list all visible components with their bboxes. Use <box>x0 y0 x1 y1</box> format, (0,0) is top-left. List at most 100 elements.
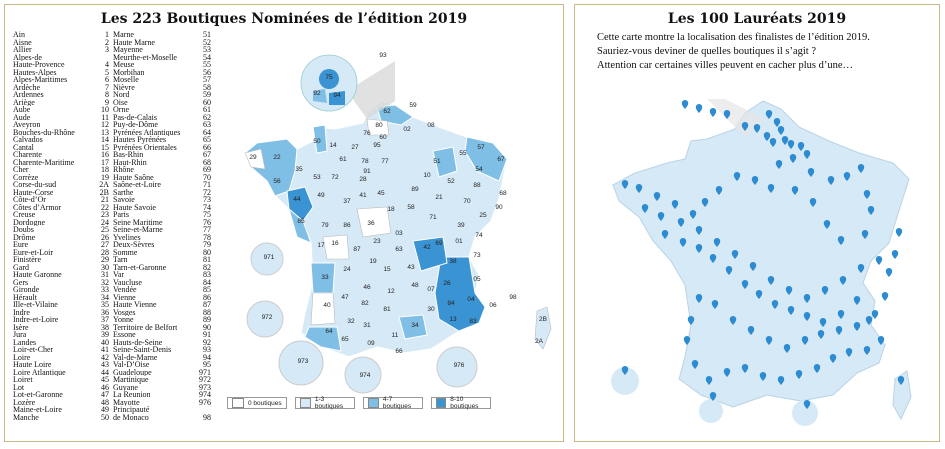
department-name: Dordogne <box>13 218 45 226</box>
dept-label-03: 03 <box>395 230 403 237</box>
department-code: 42 <box>101 352 109 362</box>
department-name: Orne <box>113 106 129 114</box>
department-name: Val-D’Oise <box>113 361 150 369</box>
region-34 <box>398 314 428 340</box>
department-name: Ardennes <box>13 91 44 99</box>
location-pin-icon <box>845 348 853 357</box>
department-name: Somme <box>113 248 138 256</box>
department-code: 95 <box>203 360 211 369</box>
department-row: Vienne 86 <box>113 293 211 302</box>
location-pin-icon <box>897 375 905 385</box>
department-row: Loire Atlantique 44 <box>13 368 109 377</box>
location-pin-icon <box>671 200 679 209</box>
department-name: Allier <box>13 46 32 54</box>
department-row: Val-de-Marne 94 <box>113 353 211 362</box>
department-row: La Reunion 974 <box>113 391 211 399</box>
location-pin-icon <box>785 286 793 295</box>
department-code: 92 <box>203 337 211 347</box>
map-legend: 0 boutiques 1-3 boutiques 4-7 boutiques … <box>227 396 491 410</box>
dept-label-76: 76 <box>363 130 371 137</box>
paris-inset-94 <box>329 91 345 105</box>
laureates-title: Les 100 Lauréats 2019 <box>667 11 847 27</box>
location-pin-icon <box>827 176 835 185</box>
department-row: Gironde 33 <box>13 286 109 294</box>
department-code: 1 <box>105 30 109 39</box>
location-pin-icon <box>791 186 799 195</box>
dept-label-83: 83 <box>469 318 477 325</box>
dept-label-50: 50 <box>313 138 321 145</box>
location-pin-icon <box>641 203 649 213</box>
location-pin-icon <box>877 335 885 345</box>
department-code: 52 <box>203 37 211 47</box>
location-pin-icon <box>853 295 861 305</box>
department-row: Lot-et-Garonne 47 <box>13 391 109 399</box>
department-name: Maine-et-Loire <box>13 406 62 414</box>
location-pin-icon <box>795 370 803 379</box>
department-name: Haute-Corse <box>13 188 54 196</box>
dept-label-07: 07 <box>427 286 435 293</box>
department-code: 93 <box>203 345 211 354</box>
department-name: Principauté <box>113 406 150 414</box>
department-name: Drôme <box>13 233 36 241</box>
department-name: Lot-et-Garonne <box>13 391 63 399</box>
department-row: Territoire de Belfort 90 <box>113 322 211 332</box>
department-code: 85 <box>203 285 211 294</box>
department-code: 80 <box>203 247 211 257</box>
location-pin-icon <box>653 192 661 201</box>
location-pin-icon <box>773 118 781 127</box>
department-name: Loir-et-Cher <box>13 346 54 354</box>
department-code: 90 <box>203 322 211 332</box>
department-row: Pyrénées Orientales 66 <box>113 143 211 152</box>
department-row: Ain 1 <box>13 31 109 39</box>
location-pin-icon <box>741 122 749 131</box>
department-code: 9 <box>105 97 109 107</box>
department-name: Martinique <box>113 376 149 384</box>
dept-label-972: 972 <box>262 314 273 321</box>
dept-label-43: 43 <box>407 264 415 271</box>
department-name: Saône-et-Loire <box>113 181 161 189</box>
location-pin-icon <box>753 124 761 133</box>
department-code: 98 <box>203 412 211 422</box>
dept-label-41: 41 <box>359 192 367 199</box>
dept-label-2B: 2B <box>539 316 547 323</box>
department-row: Haut-Rhin 68 <box>113 158 211 167</box>
department-row: Vaucluse 84 <box>113 277 211 287</box>
dept-label-82: 82 <box>361 300 369 307</box>
department-code: 18 <box>101 165 109 174</box>
dept-label-49: 49 <box>317 192 325 199</box>
dept-label-33: 33 <box>321 274 329 281</box>
location-pin-icon <box>741 364 749 373</box>
department-name: Pas-de-Calais <box>113 113 157 121</box>
dept-label-31: 31 <box>363 322 371 329</box>
department-name: Puy-de-Dôme <box>113 121 158 129</box>
paris-inset-pointer <box>347 61 395 119</box>
department-row: Vendée 85 <box>113 286 211 294</box>
department-row: Haute-Corse 2B <box>13 188 109 197</box>
department-name: Calvados <box>13 136 43 144</box>
department-row: Haute Garonne 31 <box>13 271 109 279</box>
paris-inset-75 <box>319 69 339 89</box>
dept-label-18: 18 <box>387 206 395 213</box>
department-row: Creuse 23 <box>13 211 109 219</box>
department-name: Yonne <box>113 316 134 324</box>
dept-label-80: 80 <box>375 122 383 129</box>
department-code: 24 <box>101 217 109 227</box>
dept-label-63: 63 <box>395 246 403 253</box>
department-name: Seine-et-Marne <box>113 226 163 234</box>
department-code: 29 <box>101 255 109 264</box>
department-row: Guadeloupe 971 <box>113 368 211 377</box>
department-name: Vaucluse <box>113 278 142 286</box>
location-pin-icon <box>687 316 695 325</box>
dept-label-02: 02 <box>403 126 411 133</box>
dept-label-37: 37 <box>343 198 351 205</box>
department-code: 69 <box>203 165 211 174</box>
location-pin-icon <box>723 110 731 119</box>
department-name: de Monaco <box>113 413 149 421</box>
department-code: 11 <box>101 112 109 122</box>
dept-label-55: 55 <box>459 150 467 157</box>
department-code: 65 <box>203 135 211 144</box>
department-name: Seine-Saint-Denis <box>113 346 172 354</box>
department-code: 84 <box>203 277 211 287</box>
department-code: 40 <box>101 337 109 347</box>
department-name: Isère <box>13 323 29 331</box>
